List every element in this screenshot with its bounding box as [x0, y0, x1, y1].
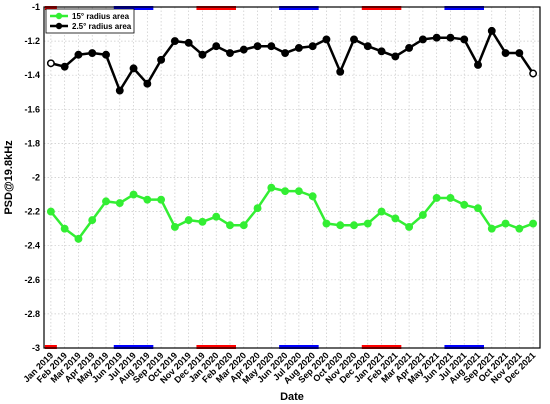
legend: 15° radius area 2.5° radius area [45, 8, 135, 34]
series-0-point-26 [405, 222, 414, 231]
series-1-point-22 [350, 35, 358, 44]
series-0-point-27 [418, 211, 427, 219]
series-0-point-15 [253, 204, 262, 213]
series-0-point-19 [308, 192, 317, 201]
series-0-point-35 [529, 219, 538, 228]
series-1-point-4 [102, 50, 110, 59]
y-tick-label-6: -2.2 [24, 207, 40, 217]
plot-frame [43, 6, 541, 349]
series-1-point-33 [501, 49, 510, 57]
series-1-point-21 [336, 67, 345, 76]
series-1-point-3 [88, 49, 97, 57]
series-0-point-34 [515, 224, 524, 233]
series-1-point-25 [391, 52, 400, 61]
series-0-point-20 [322, 219, 331, 228]
series-0-point-9 [170, 222, 179, 231]
series-1-point-13 [226, 49, 234, 57]
y-tick-label-9: -2.8 [24, 309, 40, 319]
series-0-point-3 [88, 216, 97, 225]
series-0-point-1 [60, 224, 69, 233]
series-0-point-17 [281, 187, 290, 196]
series-1-point-8 [157, 55, 166, 64]
series-0-point-29 [446, 194, 455, 202]
legend-swatch-marker-1 [55, 22, 63, 30]
series-0-point-33 [501, 219, 510, 228]
x-axis-title: Date [280, 391, 304, 403]
series-0-point-30 [460, 200, 469, 209]
series-1-point-6 [129, 64, 138, 73]
y-tick-label-0: -1 [32, 2, 40, 12]
y-tick-label-10: -3 [32, 343, 40, 353]
series-0-point-14 [239, 221, 248, 230]
series-1-point-28 [432, 33, 441, 42]
series-1-point-9 [170, 37, 179, 46]
series-0-point-7 [143, 195, 152, 204]
series-1-point-26 [405, 43, 414, 52]
series-0-point-18 [294, 187, 303, 196]
series-0-point-2 [74, 234, 83, 243]
series-1-point-20 [322, 35, 331, 44]
series-1-point-19 [308, 42, 317, 51]
series-1-point-32 [487, 26, 496, 35]
series-1-point-31 [474, 61, 482, 69]
period-markers [44, 6, 484, 349]
series-1-point-5 [115, 86, 124, 95]
series-0-point-12 [212, 212, 221, 221]
series-1-point-12 [212, 42, 221, 51]
series-1-point-34 [515, 49, 524, 57]
series-1-point-15 [253, 42, 262, 51]
y-tick-label-8: -2.6 [24, 275, 40, 285]
series-0-point-4 [102, 197, 110, 206]
series-0-point-31 [474, 204, 482, 213]
series-1-point-11 [198, 50, 207, 59]
series-1-point-30 [460, 35, 469, 44]
y-tick-label-4: -1.8 [24, 138, 40, 148]
series-0-point-6 [129, 190, 138, 199]
series-0-point-0 [46, 207, 55, 216]
series-1-point-0 [46, 59, 55, 68]
series-0-point-21 [336, 221, 345, 230]
y-axis-title: PSD@19.8kHz [3, 140, 15, 215]
series-1-point-27 [418, 35, 427, 44]
legend-label-1: 2.5° radius area [72, 22, 132, 31]
y-tick-label-1: -1.2 [24, 36, 40, 46]
series-0-point-22 [350, 221, 358, 230]
y-tick-label-2: -1.4 [24, 70, 40, 80]
series-0-point-11 [198, 217, 207, 226]
series-1-point-17 [281, 49, 290, 57]
series-0-point-13 [226, 221, 234, 230]
series-1-point-1 [60, 62, 69, 71]
series-line-0 [49, 186, 534, 241]
series-0-point-24 [377, 207, 386, 216]
legend-box [45, 8, 135, 34]
series-0-point-32 [487, 224, 496, 233]
y-tick-label-7: -2.4 [24, 241, 40, 251]
series-1-point-35 [529, 69, 538, 78]
series-1-point-18 [294, 43, 303, 52]
series-1-point-29 [446, 33, 455, 42]
series-0-point-10 [184, 216, 193, 225]
series-0-point-25 [391, 214, 400, 223]
series-0-point-5 [115, 199, 124, 208]
series-0-point-23 [363, 219, 372, 228]
series-1-point-2 [74, 50, 83, 59]
series-0-point-8 [157, 195, 166, 204]
grid [44, 6, 540, 349]
series-0-point-28 [432, 194, 441, 202]
series-1-point-10 [184, 38, 193, 47]
series-layer [46, 26, 538, 243]
series-1-point-24 [377, 47, 386, 56]
y-tick-labels: -1 -1.2 -1.4 -1.6 -1.8 -2 -2.2 -2.4 -2.6 -2.8 -3 [24, 2, 40, 353]
y-tick-label-3: -1.6 [24, 104, 40, 114]
series-1-point-14 [239, 45, 248, 54]
series-0-point-16 [267, 183, 276, 192]
y-tick-label-5: -2 [32, 173, 40, 183]
series-1-point-23 [363, 42, 372, 51]
legend-swatch-marker-0 [55, 12, 63, 20]
series-1-point-7 [143, 79, 152, 88]
series-1-point-16 [267, 42, 276, 51]
legend-label-0: 15° radius area [72, 12, 130, 21]
